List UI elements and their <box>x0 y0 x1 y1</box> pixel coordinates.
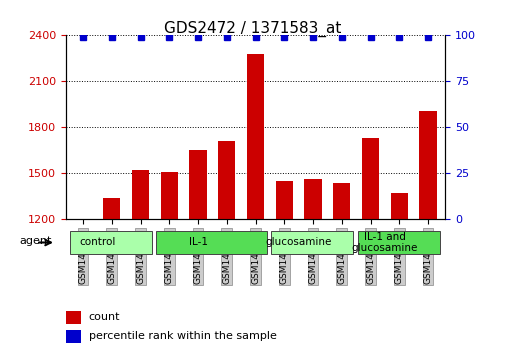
Bar <box>66 311 81 324</box>
Text: IL-1: IL-1 <box>188 238 207 247</box>
Text: glucosamine: glucosamine <box>265 238 331 247</box>
Bar <box>132 170 149 354</box>
Text: percentile rank within the sample: percentile rank within the sample <box>88 331 276 341</box>
Bar <box>161 172 178 354</box>
Bar <box>419 110 436 354</box>
FancyBboxPatch shape <box>70 232 152 253</box>
Bar <box>304 179 321 354</box>
Text: IL-1 and
glucosamine: IL-1 and glucosamine <box>351 232 417 253</box>
FancyBboxPatch shape <box>271 232 352 253</box>
Bar <box>189 150 206 354</box>
Bar <box>361 138 378 354</box>
Bar <box>246 54 264 354</box>
Text: GDS2472 / 1371583_at: GDS2472 / 1371583_at <box>164 21 341 38</box>
FancyBboxPatch shape <box>156 232 267 253</box>
Text: count: count <box>88 312 120 322</box>
Bar <box>218 141 235 354</box>
FancyBboxPatch shape <box>357 232 439 253</box>
Bar <box>103 198 120 354</box>
Text: agent: agent <box>20 236 52 246</box>
Bar <box>275 181 292 354</box>
Bar <box>74 219 91 354</box>
Text: control: control <box>79 238 115 247</box>
Bar <box>66 330 81 343</box>
Bar <box>390 193 407 354</box>
Bar <box>332 183 349 354</box>
